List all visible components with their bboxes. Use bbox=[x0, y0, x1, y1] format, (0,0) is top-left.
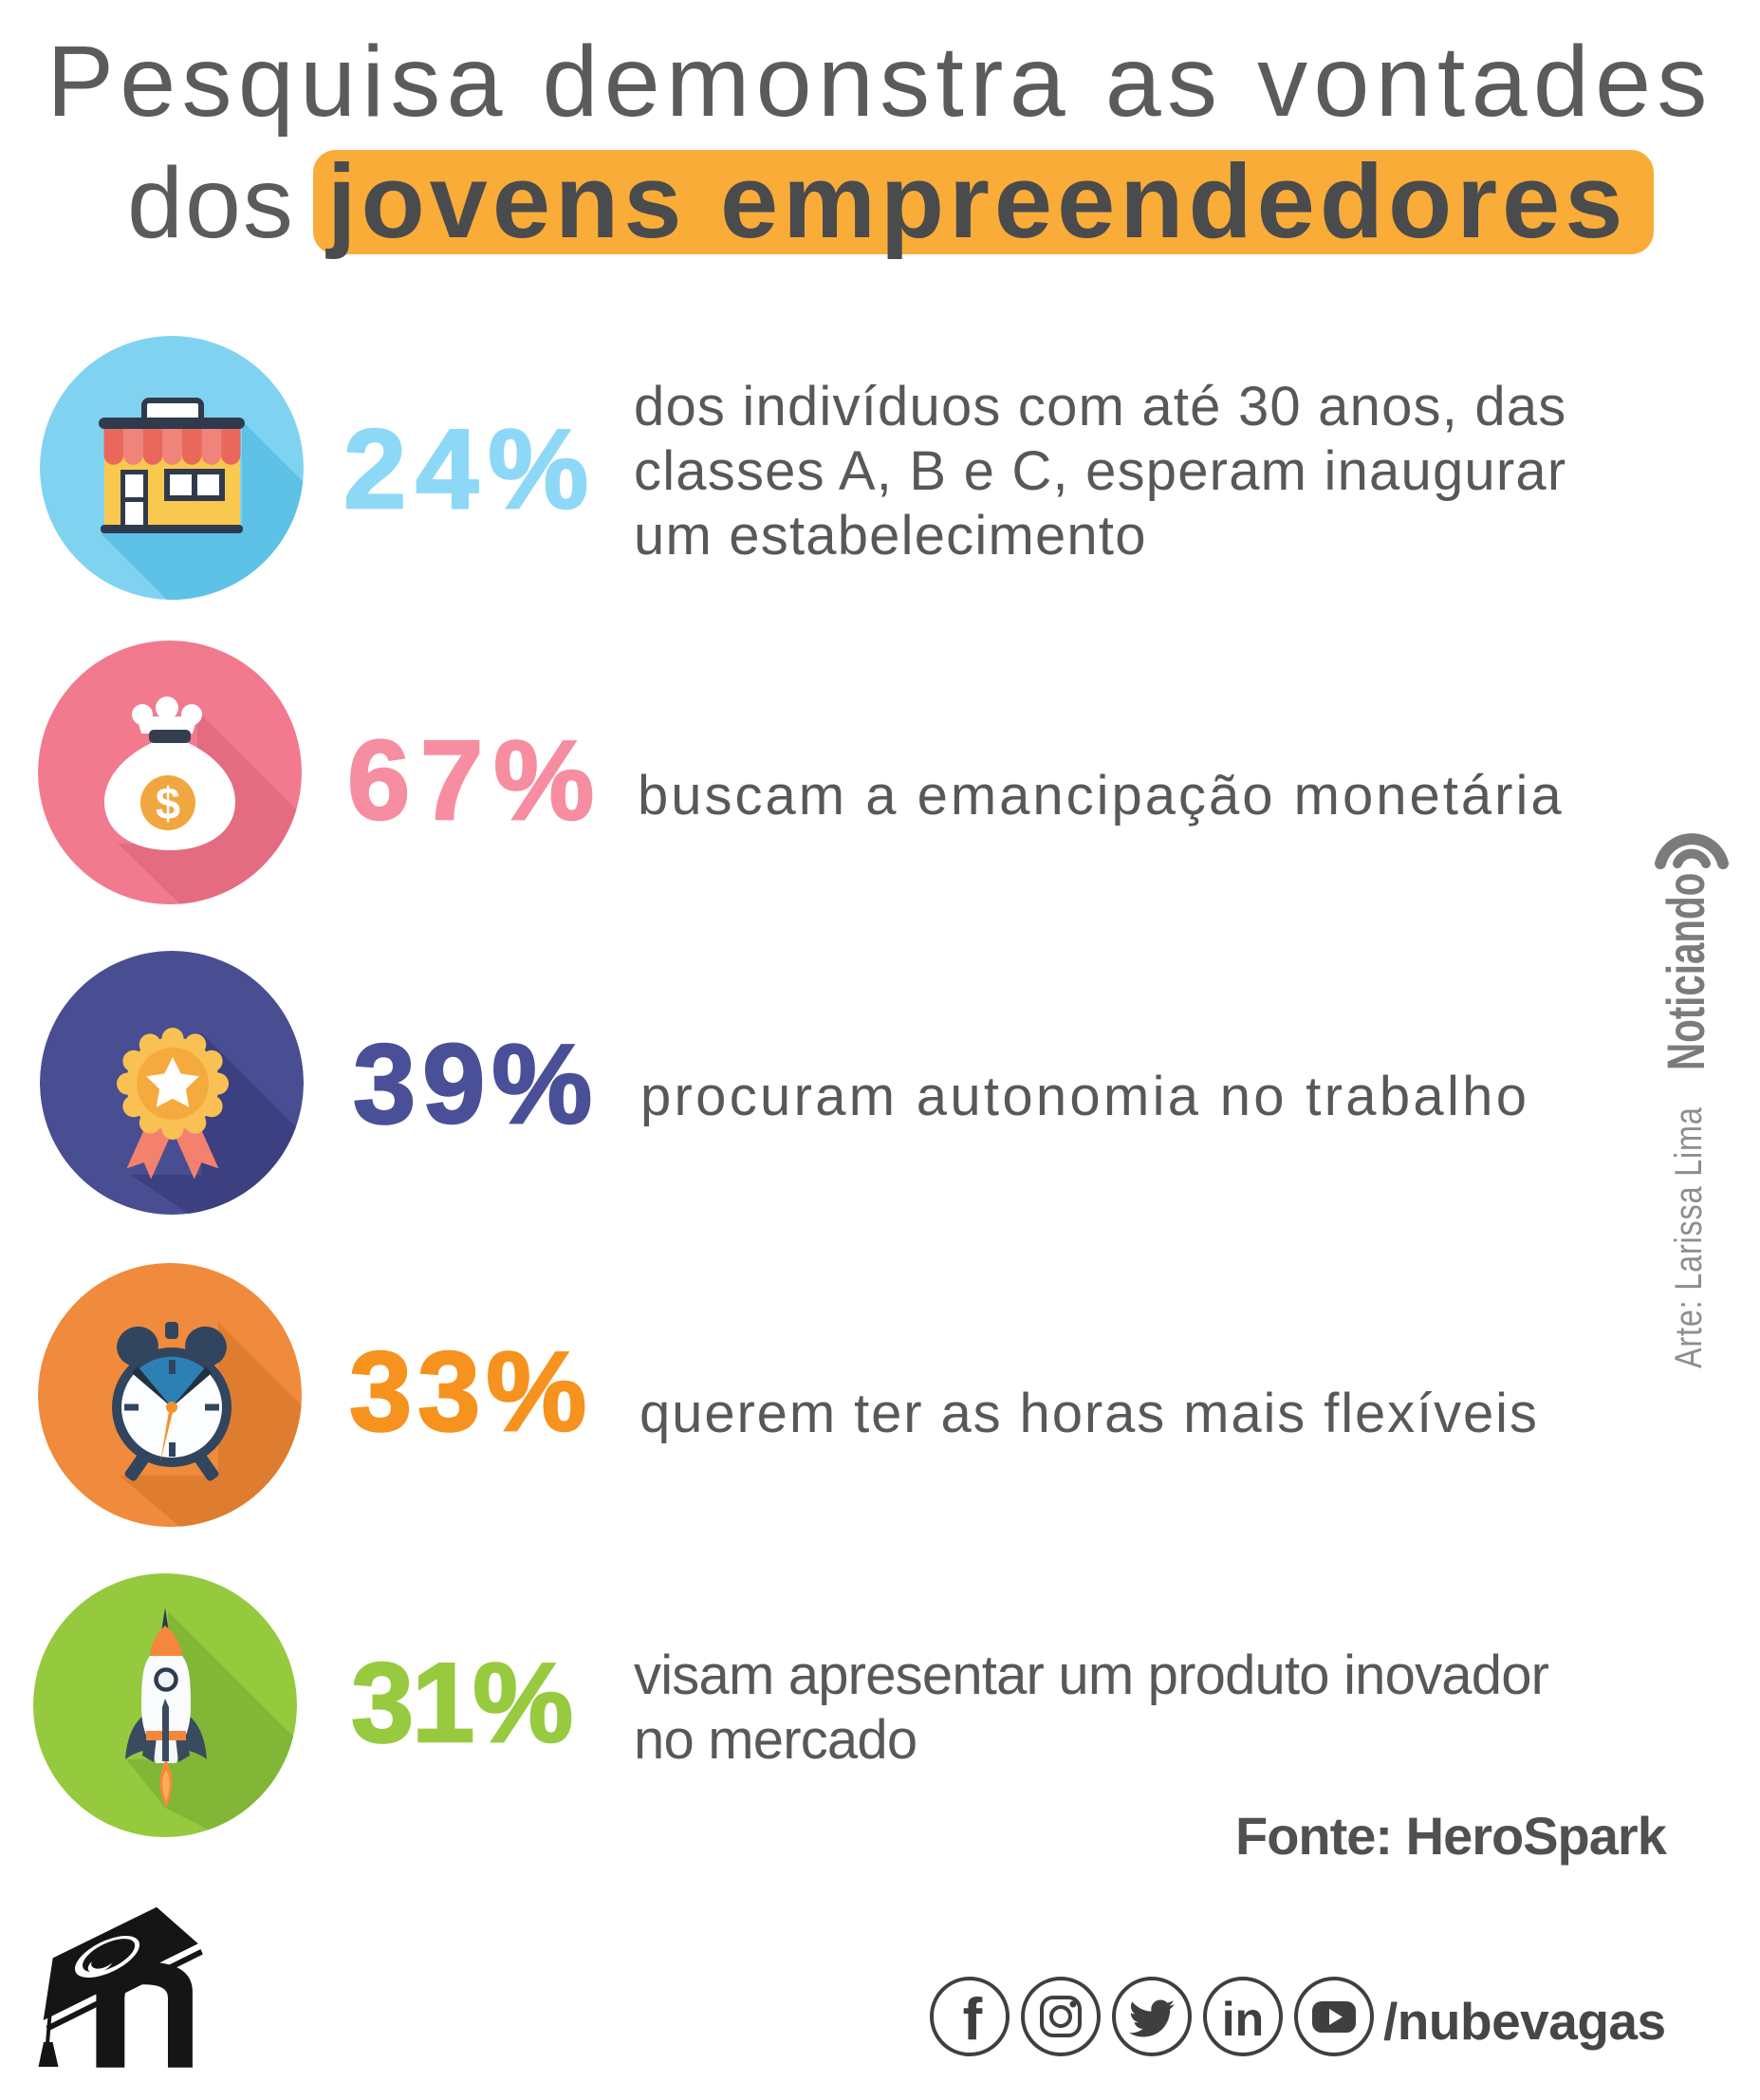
svg-text:$: $ bbox=[156, 778, 180, 828]
svg-text:in: in bbox=[1222, 1993, 1264, 2046]
svg-text:f: f bbox=[963, 1987, 983, 2053]
